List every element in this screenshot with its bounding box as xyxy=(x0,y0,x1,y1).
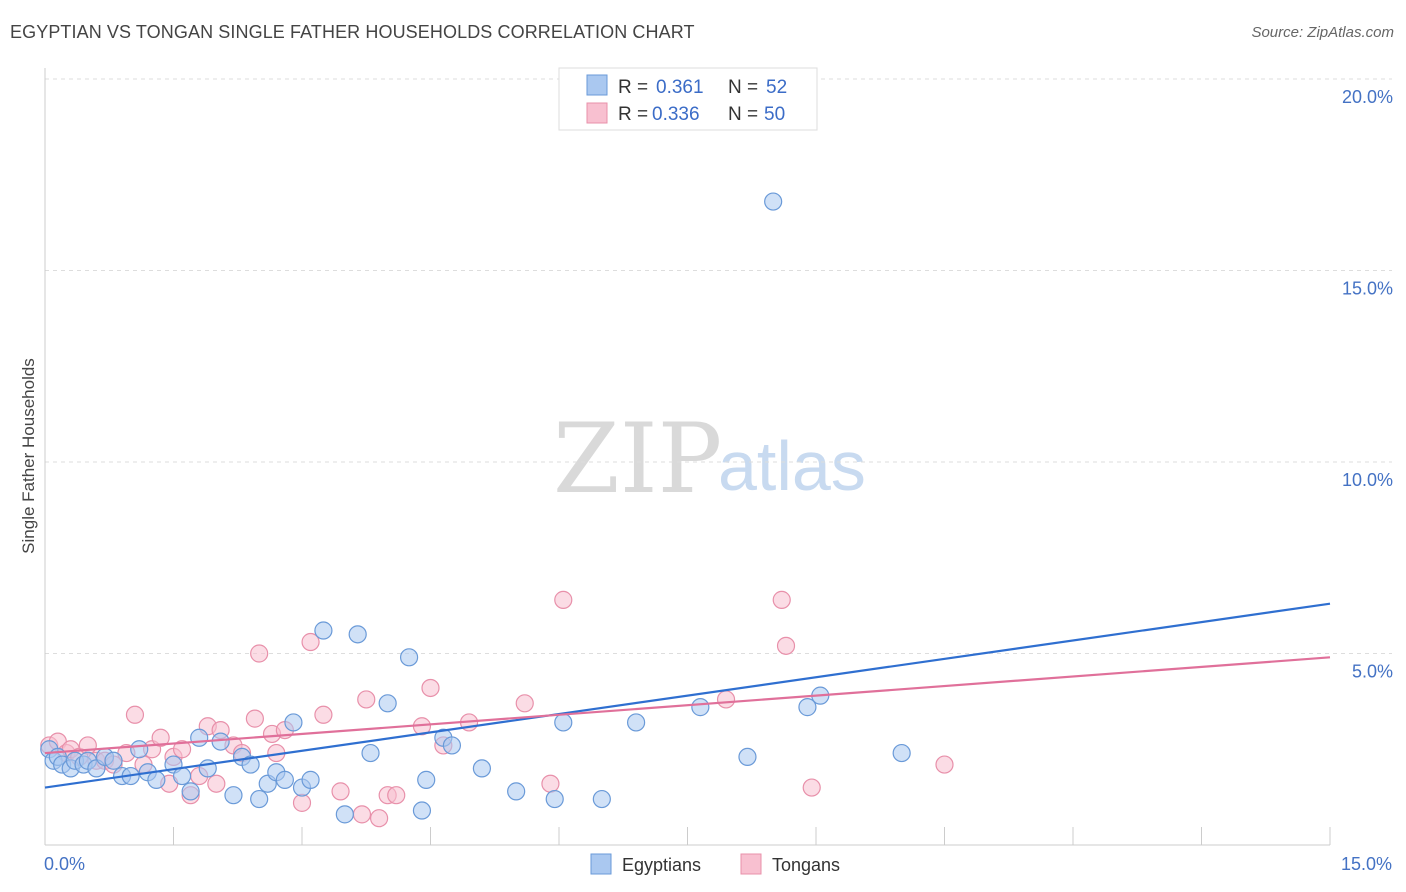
series-legend: Egyptians Tongans xyxy=(590,853,840,875)
trend-line-egyptians xyxy=(44,602,1331,789)
tongans-point-42 xyxy=(515,694,534,713)
grid-lines xyxy=(45,78,1392,654)
egyptians-point-46 xyxy=(592,789,611,809)
tongans-point-25 xyxy=(250,644,269,663)
egyptians-point-32 xyxy=(314,621,333,640)
legend-n-value-egyptians: 52 xyxy=(766,77,787,98)
tongans-point-45 xyxy=(716,690,736,709)
tongans-point-37 xyxy=(387,786,406,805)
egyptians-point-48 xyxy=(691,698,710,717)
trend-line-tongans xyxy=(44,656,1331,755)
watermark-atlas: atlas xyxy=(718,427,866,505)
egyptians-point-18 xyxy=(181,782,200,801)
tongans-point-35 xyxy=(370,809,389,828)
tongans-point-47 xyxy=(776,636,796,655)
egyptians-point-28 xyxy=(275,770,294,789)
egyptians-point-31 xyxy=(301,770,320,789)
egyptians-point-53 xyxy=(892,743,911,763)
egyptians-point-37 xyxy=(399,648,419,667)
y-tick-label-3: 20.0% xyxy=(1342,87,1393,107)
bottom-legend-swatch-tongans xyxy=(740,853,762,875)
egyptians-point-42 xyxy=(472,759,491,778)
egyptians-point-47 xyxy=(626,713,646,732)
y-axis-title: Single Father Households xyxy=(19,358,38,554)
egyptians-point-22 xyxy=(224,786,243,805)
tongans-point-31 xyxy=(314,705,333,724)
y-tick-label-1: 10.0% xyxy=(1342,470,1393,490)
tongans-point-34 xyxy=(357,690,376,709)
egyptians-point-10 xyxy=(104,751,123,770)
bottom-legend-label-tongans: Tongans xyxy=(772,855,840,875)
tongans-point-16 xyxy=(172,740,192,759)
egyptians-point-38 xyxy=(412,801,432,820)
x-tick-marks xyxy=(173,827,1331,845)
watermark: ZIP atlas xyxy=(553,403,866,515)
egyptians-point-50 xyxy=(764,192,783,211)
tongans-point-33 xyxy=(352,805,372,824)
x-tick-label-min: 0.0% xyxy=(44,854,85,874)
egyptians-point-41 xyxy=(442,736,462,755)
bottom-legend-label-egyptians: Egyptians xyxy=(622,855,701,875)
x-tick-label-max: 15.0% xyxy=(1341,854,1392,874)
tongans-point-20 xyxy=(207,774,226,793)
legend-r-label-egyptians: R = xyxy=(618,77,648,98)
egyptians-point-33 xyxy=(335,805,354,824)
tongans-point-29 xyxy=(292,793,312,812)
egyptians-point-44 xyxy=(545,789,564,809)
egyptians-point-39 xyxy=(417,770,436,789)
legend-n-label-egyptians: N = xyxy=(728,77,758,98)
chart-title: EGYPTIAN VS TONGAN SINGLE FATHER HOUSEHO… xyxy=(10,22,695,42)
tongans-point-43 xyxy=(541,774,560,793)
tongans-point-13 xyxy=(151,728,170,747)
watermark-zip: ZIP xyxy=(553,403,722,515)
tongans-point-10 xyxy=(125,705,145,724)
tongans-point-39 xyxy=(421,678,440,698)
egyptians-point-43 xyxy=(507,782,526,801)
legend-r-value-tongans: 0.336 xyxy=(652,104,700,125)
egyptians-point-51 xyxy=(798,698,817,717)
egyptians-point-21 xyxy=(211,732,230,751)
egyptians-point-13 xyxy=(130,740,149,759)
egyptians-point-49 xyxy=(738,747,757,767)
tongans-point-46 xyxy=(772,590,791,609)
egyptians-point-36 xyxy=(378,694,397,713)
egyptians-point-34 xyxy=(348,625,367,644)
tongans-point-49 xyxy=(935,755,954,774)
egyptians-point-19 xyxy=(190,728,209,747)
y-tick-label-0: 5.0% xyxy=(1352,662,1393,682)
egyptians-point-45 xyxy=(554,713,573,732)
legend-n-label-tongans: N = xyxy=(728,104,758,125)
tongans-point-24 xyxy=(245,709,264,728)
egyptians-point-35 xyxy=(361,743,380,763)
tongans-point-44 xyxy=(554,590,573,609)
bottom-legend-swatch-egyptians xyxy=(590,853,612,875)
egyptians-point-15 xyxy=(147,770,166,789)
y-tick-labels: 5.0% 10.0% 15.0% 20.0% xyxy=(1342,87,1393,682)
source-credit: Source: ZipAtlas.com xyxy=(1251,24,1394,41)
tongans-point-48 xyxy=(802,778,821,797)
legend-r-label-tongans: R = xyxy=(618,104,648,125)
egyptians-point-29 xyxy=(284,713,303,732)
legend-swatch-egyptians xyxy=(586,74,608,96)
series-egyptians-points xyxy=(40,192,911,824)
egyptians-point-17 xyxy=(172,766,192,786)
tongans-point-32 xyxy=(331,782,350,801)
legend-n-value-tongans: 50 xyxy=(764,104,785,125)
tongans-point-30 xyxy=(301,632,320,652)
egyptians-point-24 xyxy=(241,755,260,774)
egyptians-point-25 xyxy=(250,789,269,809)
legend-swatch-tongans xyxy=(586,102,608,124)
legend-r-value-egyptians: 0.361 xyxy=(656,77,704,98)
y-tick-label-2: 15.0% xyxy=(1342,279,1393,299)
stats-legend: R = 0.361 N = 52 R = 0.336 N = 50 xyxy=(558,67,818,131)
